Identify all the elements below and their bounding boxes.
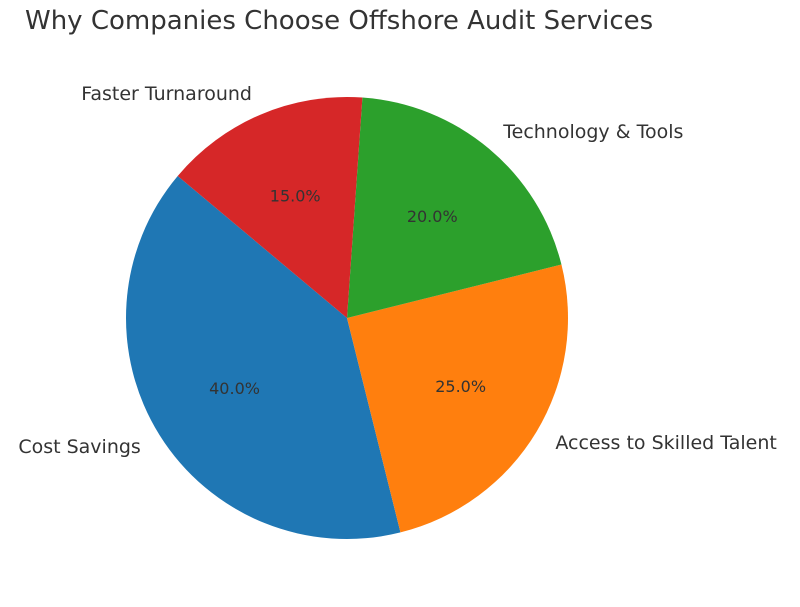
pct-label-technology-tools: 20.0% bbox=[407, 207, 458, 226]
category-label-faster-turnaround: Faster Turnaround bbox=[81, 83, 252, 105]
category-label-technology-tools: Technology & Tools bbox=[502, 121, 683, 143]
chart-title: Why Companies Choose Offshore Audit Serv… bbox=[25, 6, 654, 36]
pct-label-cost-savings: 40.0% bbox=[209, 379, 260, 398]
category-label-access-to-skilled-talent: Access to Skilled Talent bbox=[555, 432, 776, 454]
pie-slice-cost-savings bbox=[125, 175, 401, 540]
pie-slice-faster-turnaround bbox=[177, 97, 363, 318]
pie-slice-access-to-skilled-talent bbox=[347, 264, 568, 533]
category-label-cost-savings: Cost Savings bbox=[18, 436, 141, 458]
pct-label-faster-turnaround: 15.0% bbox=[270, 186, 321, 205]
pie-slice-technology-tools bbox=[347, 97, 562, 318]
pct-label-access-to-skilled-talent: 25.0% bbox=[435, 377, 486, 396]
